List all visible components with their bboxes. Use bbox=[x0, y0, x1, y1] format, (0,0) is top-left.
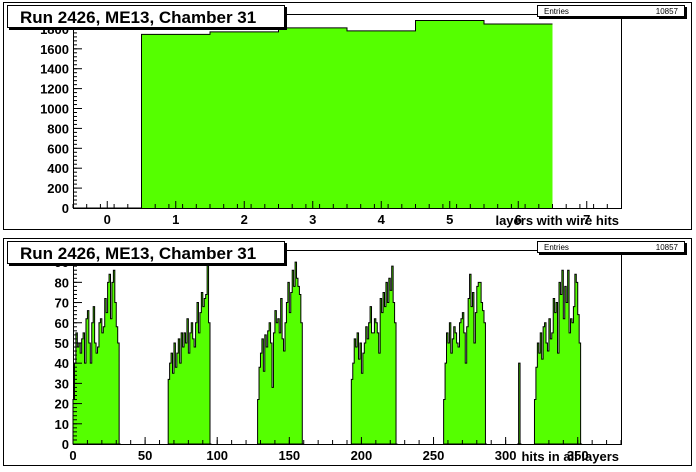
y-tick-label: 1200 bbox=[40, 82, 69, 97]
chart-title: Run 2426, ME13, Chamber 31 bbox=[7, 5, 285, 28]
y-tick-label: 0 bbox=[62, 437, 69, 452]
x-tick-label: 350 bbox=[567, 448, 589, 463]
y-tick-label: 200 bbox=[47, 181, 69, 196]
x-axis-label: hits in all layers bbox=[521, 449, 619, 464]
x-tick-label: 200 bbox=[351, 448, 373, 463]
x-tick-label: 150 bbox=[278, 448, 300, 463]
x-tick-label: 100 bbox=[206, 448, 228, 463]
y-tick-label: 800 bbox=[47, 121, 69, 136]
histogram-cluster bbox=[517, 362, 522, 445]
x-tick-label: 0 bbox=[69, 448, 76, 463]
stats-entries-label: Entries bbox=[544, 7, 569, 16]
histogram-bar bbox=[484, 23, 553, 209]
y-tick-label: 20 bbox=[55, 397, 69, 412]
x-tick-label: 5 bbox=[446, 212, 453, 227]
stats-entries-value: 10857 bbox=[655, 7, 678, 16]
y-tick-label: 1400 bbox=[40, 62, 69, 77]
y-tick-label: 1000 bbox=[40, 102, 69, 117]
x-tick-label: 0 bbox=[104, 212, 111, 227]
stats-entries-value: 10857 bbox=[655, 243, 678, 252]
y-tick-label: 600 bbox=[47, 141, 69, 156]
plot-frame bbox=[73, 250, 622, 445]
x-tick-label: 50 bbox=[138, 448, 152, 463]
y-tick-label: 60 bbox=[55, 316, 69, 331]
histogram-bar bbox=[415, 20, 484, 208]
histogram-cluster bbox=[257, 261, 304, 445]
histogram-cluster bbox=[350, 265, 398, 445]
histogram-panel-layers: 0 200 400 600 800 1000 1200 1400 1600 1800 0 1 2 3 4 5 6… bbox=[3, 2, 692, 230]
y-tick-label: 80 bbox=[55, 275, 69, 290]
histogram-cluster bbox=[533, 269, 583, 445]
histogram-bar bbox=[278, 27, 347, 208]
x-axis-label: layers with wire hits bbox=[495, 213, 619, 228]
pad-border bbox=[3, 238, 692, 466]
histogram-cluster bbox=[443, 273, 487, 445]
histogram-cluster bbox=[72, 269, 121, 445]
x-tick-label: 4 bbox=[378, 212, 386, 227]
x-tick-label: 1 bbox=[172, 212, 179, 227]
stats-entries-label: Entries bbox=[544, 243, 569, 252]
hits-histogram-plot: 0102030405060708090050100150200250300350… bbox=[3, 238, 692, 466]
stats-box: Entries 10857 bbox=[537, 5, 685, 17]
x-tick-label: 300 bbox=[495, 448, 517, 463]
x-tick-label: 250 bbox=[423, 448, 445, 463]
x-tick-label: 3 bbox=[309, 212, 316, 227]
y-tick-label: 400 bbox=[47, 161, 69, 176]
histogram-bar bbox=[347, 30, 416, 208]
y-tick-label: 0 bbox=[62, 201, 69, 216]
x-tick-label: 7 bbox=[583, 212, 590, 227]
histogram-cluster bbox=[167, 259, 212, 445]
histogram-outline bbox=[73, 19, 553, 209]
histogram-bar bbox=[141, 34, 210, 209]
y-tick-label: 70 bbox=[55, 296, 69, 311]
histogram-panel-hits: 0102030405060708090050100150200250300350… bbox=[3, 238, 692, 466]
y-tick-label: 1600 bbox=[40, 42, 69, 57]
histogram-bar bbox=[210, 31, 279, 209]
x-tick-label: 6 bbox=[515, 212, 522, 227]
y-tick-label: 10 bbox=[55, 417, 69, 432]
stats-box: Entries 10857 bbox=[537, 241, 685, 253]
y-tick-label: 50 bbox=[55, 336, 69, 351]
chart-title: Run 2426, ME13, Chamber 31 bbox=[7, 241, 285, 264]
x-tick-label: 2 bbox=[241, 212, 248, 227]
y-tick-label: 40 bbox=[55, 356, 69, 371]
pad-border bbox=[3, 2, 692, 230]
y-tick-label: 30 bbox=[55, 376, 69, 391]
